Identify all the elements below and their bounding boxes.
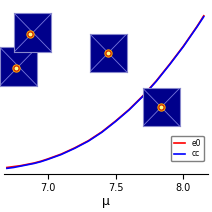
X-axis label: μ: μ (102, 195, 110, 208)
Legend: e0, cc: e0, cc (171, 136, 204, 161)
